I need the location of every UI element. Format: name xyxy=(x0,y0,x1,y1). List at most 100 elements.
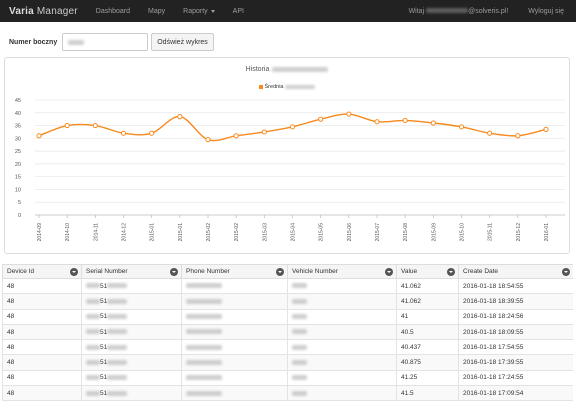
data-point xyxy=(205,137,211,143)
cell-vehicle-number xyxy=(287,385,397,402)
redacted-serial-prefix xyxy=(86,314,100,320)
serial-visible: 51 xyxy=(100,313,108,321)
redacted-serial-suffix xyxy=(107,390,128,396)
table-row[interactable]: 48 51 41.5 2016-01-18 17:09:54 xyxy=(2,385,573,402)
logout-link[interactable]: Wyloguj się xyxy=(528,7,564,15)
x-tick-label: 2015-02 xyxy=(234,223,240,242)
chevron-down-icon xyxy=(210,9,215,13)
cell-create-date: 2016-01-18 18:54:55 xyxy=(458,277,573,295)
redacted-serial-prefix xyxy=(86,344,100,350)
y-tick-label: 30 xyxy=(15,136,21,142)
header-vehicle-number[interactable]: Vehicle Number xyxy=(287,264,397,279)
filter-icon[interactable] xyxy=(70,268,78,276)
nav-raporty[interactable]: Raporty xyxy=(183,8,215,15)
redacted-vehicle xyxy=(292,390,307,396)
x-tick-label: 2015-01 xyxy=(150,223,156,242)
filter-icon[interactable] xyxy=(385,268,393,276)
table-row[interactable]: 48 51 41.062 2016-01-18 18:39:55 xyxy=(2,293,573,310)
welcome-text: Witaj @solveris.pl! xyxy=(408,7,508,15)
x-tick-label: 2015-07 xyxy=(375,223,381,242)
redacted-phone xyxy=(186,344,222,350)
nav-dashboard[interactable]: Dashboard xyxy=(95,7,131,15)
cell-phone-number xyxy=(181,369,288,387)
readings-table-wrapper: Device Id Serial Number Phone Number Veh… xyxy=(2,264,573,410)
cell-vehicle-number xyxy=(287,293,397,310)
table-row[interactable]: 48 51 41.062 2016-01-18 18:54:55 xyxy=(2,277,573,295)
data-point xyxy=(149,130,155,136)
cell-device-id: 48 xyxy=(2,339,82,356)
refresh-chart-button[interactable]: Odśwież wykres xyxy=(151,33,214,51)
filter-icon[interactable] xyxy=(276,268,284,276)
cell-value: 41.25 xyxy=(396,369,459,387)
cell-create-date: 2016-01-18 18:39:55 xyxy=(458,293,573,310)
data-point xyxy=(64,122,70,129)
redacted-vehicle xyxy=(292,283,307,289)
cell-vehicle-number xyxy=(287,308,397,325)
filter-icon[interactable] xyxy=(562,268,570,276)
x-tick-label: 2014-10 xyxy=(65,223,71,242)
chart-title-text: Historia xyxy=(245,66,270,73)
legend-swatch xyxy=(258,84,263,89)
cell-phone-number xyxy=(181,385,288,402)
app-brand[interactable]: Varia Manager xyxy=(9,6,78,17)
data-point xyxy=(543,126,549,132)
cell-vehicle-number xyxy=(287,339,397,356)
redacted-vehicle xyxy=(292,314,307,320)
x-tick-label: 2014-09 xyxy=(37,223,43,242)
redacted-serial-prefix xyxy=(86,329,100,335)
serial-visible: 51 xyxy=(100,282,108,290)
filter-icon[interactable] xyxy=(170,268,178,276)
table-row[interactable]: 48 51 40.875 2016-01-18 17:39:55 xyxy=(2,354,573,371)
cell-vehicle-number xyxy=(287,354,397,371)
cell-phone-number xyxy=(181,354,288,371)
nav-api[interactable]: API xyxy=(232,7,244,15)
cell-serial-number: 51 xyxy=(81,385,182,402)
data-point xyxy=(346,111,352,117)
header-value[interactable]: Value xyxy=(396,264,459,279)
y-tick-label: 45 xyxy=(15,98,21,104)
cell-device-id: 48 xyxy=(2,323,82,341)
chart-legend[interactable]: Średnia xyxy=(5,84,569,90)
redacted-serial-prefix xyxy=(86,390,100,396)
side-number-input[interactable] xyxy=(62,33,149,51)
cell-serial-number: 51 xyxy=(81,354,182,371)
redacted-serial-suffix xyxy=(107,344,128,350)
header-create-date[interactable]: Create Date xyxy=(458,264,573,279)
table-row[interactable]: 48 51 40.437 2016-01-18 17:54:55 xyxy=(2,339,573,356)
welcome-prefix: Witaj xyxy=(408,7,425,15)
side-number-label: Numer boczny xyxy=(9,38,58,46)
table-row[interactable]: 48 51 41.25 2016-01-18 17:24:55 xyxy=(2,369,573,387)
data-point xyxy=(177,114,183,120)
table-row[interactable]: 48 51 40.5 2016-01-18 18:09:55 xyxy=(2,323,573,341)
redacted-phone xyxy=(186,359,222,365)
x-tick-label: 2015-01 xyxy=(178,223,184,242)
data-point xyxy=(120,130,127,136)
nav-mapy[interactable]: Mapy xyxy=(148,7,166,15)
cell-vehicle-number xyxy=(287,323,397,341)
cell-create-date: 2016-01-18 17:54:55 xyxy=(458,339,573,356)
data-point xyxy=(487,130,493,136)
cell-value: 41.062 xyxy=(396,277,459,295)
cell-create-date: 2016-01-18 17:24:55 xyxy=(458,369,573,387)
data-point xyxy=(458,124,465,130)
redacted-serial-suffix xyxy=(107,298,128,304)
redacted-phone xyxy=(186,375,222,381)
header-label: Device Id xyxy=(7,268,35,275)
y-tick-label: 40 xyxy=(15,111,21,117)
cell-value: 41.5 xyxy=(396,385,459,402)
y-tick-label: 5 xyxy=(18,200,21,206)
data-point xyxy=(374,119,380,125)
cell-phone-number xyxy=(181,339,288,356)
cell-create-date: 2016-01-18 18:24:56 xyxy=(458,308,573,325)
redacted-phone xyxy=(186,329,222,335)
data-point xyxy=(402,117,408,124)
header-serial-number[interactable]: Serial Number xyxy=(81,264,182,279)
brand-bold: Varia xyxy=(9,5,34,17)
filter-icon[interactable] xyxy=(447,268,455,276)
table-row[interactable]: 48 51 41 2016-01-18 18:24:56 xyxy=(2,308,573,325)
legend-label: Średnia xyxy=(264,84,284,90)
header-device-id[interactable]: Device Id xyxy=(2,264,82,279)
cell-value: 40.875 xyxy=(396,354,459,371)
toolbar: Numer boczny Odśwież wykres xyxy=(9,33,214,51)
header-phone-number[interactable]: Phone Number xyxy=(181,264,288,279)
